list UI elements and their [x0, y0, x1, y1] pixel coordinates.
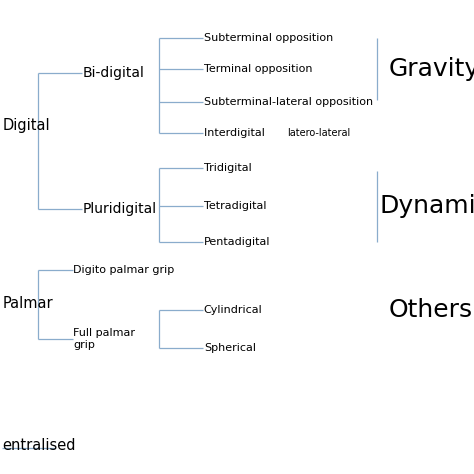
- Text: latero-lateral: latero-lateral: [287, 128, 350, 138]
- Text: Pentadigital: Pentadigital: [204, 237, 270, 247]
- Text: Bi-digital: Bi-digital: [83, 66, 145, 81]
- Text: Cylindrical: Cylindrical: [204, 305, 263, 316]
- Text: Dynamic: Dynamic: [379, 194, 474, 218]
- Text: Tetradigital: Tetradigital: [204, 201, 266, 211]
- Text: entralised: entralised: [2, 438, 76, 453]
- Text: Terminal opposition: Terminal opposition: [204, 64, 312, 74]
- Text: Digital: Digital: [2, 118, 50, 133]
- Text: Full palmar
grip: Full palmar grip: [73, 328, 136, 350]
- Text: Pluridigital: Pluridigital: [83, 201, 157, 216]
- Text: Others: Others: [389, 299, 473, 322]
- Text: Digito palmar grip: Digito palmar grip: [73, 265, 175, 275]
- Text: Subterminal opposition: Subterminal opposition: [204, 33, 333, 43]
- Text: Spherical: Spherical: [204, 343, 256, 354]
- Text: Tridigital: Tridigital: [204, 163, 252, 173]
- Text: Palmar: Palmar: [2, 296, 53, 311]
- Text: Subterminal-lateral opposition: Subterminal-lateral opposition: [204, 97, 373, 107]
- Text: Interdigital: Interdigital: [204, 128, 268, 138]
- Text: Gravity: Gravity: [389, 57, 474, 81]
